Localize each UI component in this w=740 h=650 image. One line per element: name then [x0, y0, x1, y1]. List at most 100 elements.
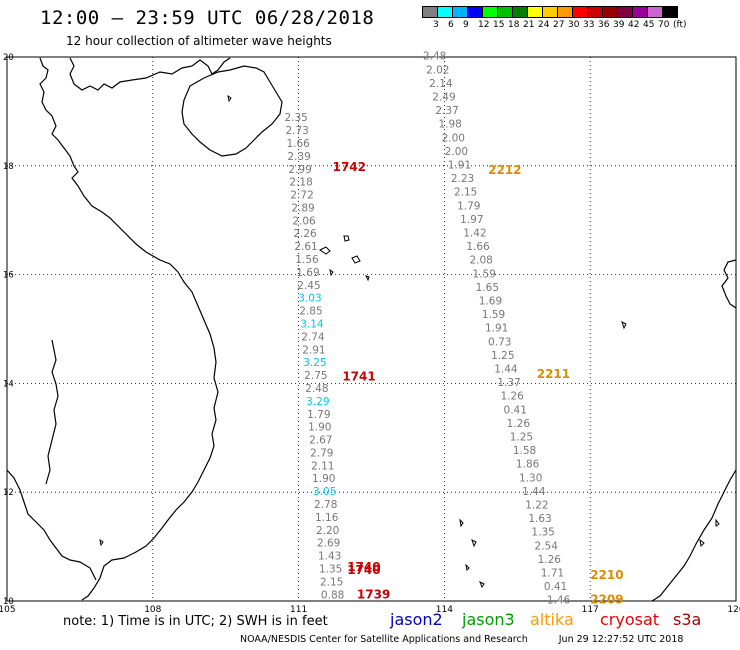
track-a-wave-height: 2.67: [309, 435, 332, 447]
mainland-coastline: [39, 57, 219, 601]
pass-time-label: 2210: [590, 568, 623, 582]
track-a-wave-height: 3.29: [306, 396, 329, 408]
track-b-wave-height: 1.44: [494, 364, 518, 376]
track-b-wave-height: 2.49: [432, 92, 455, 104]
latitude-label: 20: [3, 53, 14, 63]
track-b-wave-height: 1.44: [522, 486, 546, 498]
colorbar-labels: 3 6 9 12 15 18 21 24 27 30 33 36 39 42 45 70 (ft): [423, 20, 740, 34]
track-b-wave-height: 2.00: [445, 146, 468, 158]
island: [715, 518, 720, 527]
legend-jason3: jason3: [462, 610, 515, 629]
island: [227, 94, 232, 103]
colorbar-label: 15: [493, 20, 505, 30]
track-b-wave-height: 2.54: [535, 540, 559, 552]
island: [351, 255, 361, 264]
colorbar-label: (ft): [673, 20, 687, 30]
track-a-wave-height: 0.88: [321, 589, 344, 601]
pass-time-label: 2209: [590, 593, 623, 607]
colorbar-label: 18: [508, 20, 520, 30]
track-a-wave-height: 2.18: [289, 177, 312, 189]
track-b-wave-height: 1.22: [525, 500, 548, 512]
track-a-wave-height: 1.90: [312, 473, 335, 485]
track-a-wave-height: 3.05: [313, 486, 336, 498]
track-b-wave-height: 2.00: [442, 132, 465, 144]
colorbar-label: 70: [658, 20, 670, 30]
track-a-wave-height: 2.79: [310, 447, 333, 459]
colorbar-label: 21: [523, 20, 535, 30]
track-a-wave-height: 2.11: [311, 460, 334, 472]
longitude-label: 120: [727, 605, 740, 615]
pass-time-label: 1739: [357, 587, 390, 601]
luzon-coast: [721, 259, 737, 309]
track-b-wave-height: 1.86: [516, 459, 540, 471]
track-a-wave-height: 3.03: [298, 293, 321, 305]
palawan-coast: [651, 469, 737, 602]
track-a-wave-height: 2.26: [293, 228, 317, 240]
track-a-wave-height: 1.79: [307, 409, 330, 421]
track-a-wave-height: 2.15: [320, 576, 343, 588]
track-b-wave-height: 1.63: [528, 513, 551, 525]
track-b-wave-height: 1.30: [519, 472, 542, 484]
track-b-wave-height: 1.91: [485, 323, 508, 335]
track-b-wave-height: 2.15: [454, 187, 477, 199]
track-a-wave-height: 3.25: [303, 357, 326, 369]
track-b-wave-height: 1.25: [491, 350, 514, 362]
track-b-wave-height: 1.59: [473, 268, 496, 280]
track-b-wave-height: 2.37: [435, 105, 458, 117]
page-title: 12:00 – 23:59 UTC 06/28/2018: [40, 7, 375, 29]
latitude-label: 12: [3, 488, 14, 498]
track-b-wave-height: 1.69: [479, 296, 502, 308]
track-a-wave-height: 2.89: [291, 202, 314, 214]
track-a-wave-height: 2.39: [287, 151, 310, 163]
track-a-wave-height: 1.35: [319, 563, 342, 575]
small-islands: [99, 94, 720, 589]
track-a-wave-height: 1.69: [296, 267, 319, 279]
longitude-label: 105: [0, 605, 16, 615]
colorbar-label: 39: [613, 20, 625, 30]
track-a-wave-height: 2.06: [292, 215, 316, 227]
island: [459, 518, 464, 528]
track-a-wave-height: 2.85: [299, 306, 322, 318]
colorbar-label: 3: [433, 20, 439, 30]
legend-jason2: jason2: [390, 610, 443, 629]
timestamp: Jun 29 12:27:52 UTC 2018: [558, 634, 684, 645]
track-b-wave-height: 1.26: [538, 554, 562, 566]
pass-time-label: 2212: [488, 163, 521, 177]
island: [621, 321, 627, 330]
track-b-wave-height: 1.79: [457, 200, 480, 212]
track-b-wave-height: 1.91: [448, 160, 471, 172]
track-b-wave-height: 2.02: [426, 64, 449, 76]
track-b-wave-height: 1.58: [513, 445, 536, 457]
track-a-wave-height: 2.99: [288, 164, 311, 176]
track-a-wave-height: 2.78: [314, 499, 337, 511]
island: [471, 539, 477, 548]
gulf-coast-north: [69, 57, 193, 91]
colorbar-label: 6: [448, 20, 454, 30]
track-a-wave-height: 2.72: [290, 190, 313, 202]
colorbar-label: 36: [598, 20, 610, 30]
legend-altika: altika: [530, 610, 574, 629]
colorbar-label: 12: [478, 20, 490, 30]
latitude-label: 16: [3, 271, 14, 281]
track-a-wave-height: 1.43: [318, 551, 341, 563]
track-a-wave-height: 2.75: [304, 370, 327, 382]
track-b-wave-height: 2.23: [451, 173, 474, 185]
track-b-wave-height: 1.98: [438, 119, 461, 131]
island: [319, 246, 331, 255]
wave-height-colorbar: [422, 6, 678, 18]
track-a-wave-height: 1.90: [308, 422, 331, 434]
graticule: [7, 57, 736, 601]
hainan-island: [181, 65, 283, 157]
island: [99, 538, 104, 547]
legend-cryosat: cryosat: [600, 610, 660, 629]
gulf-of-thailand-coast: [6, 469, 97, 581]
colorbar-label: 24: [538, 20, 550, 30]
axis-labels: 105 108 111 114 117 120 20 18 16 14 12 10: [0, 53, 740, 615]
track-a-wave-height: 2.73: [285, 125, 308, 137]
pass-time-label: 1740: [347, 563, 380, 577]
page-subtitle: 12 hour collection of altimeter wave hei…: [66, 34, 332, 48]
credit-text: NOAA/NESDIS Center for Satellite Applica…: [240, 634, 528, 645]
track-a-wave-height: 1.16: [315, 512, 339, 524]
